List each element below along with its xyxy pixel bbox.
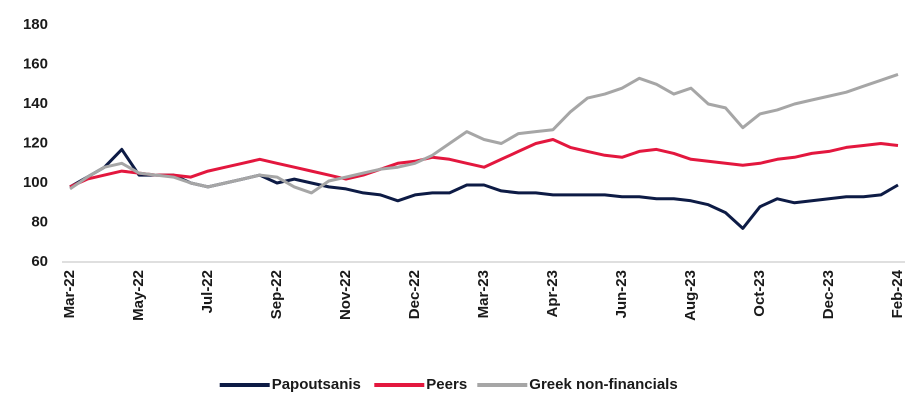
legend-label: Papoutsanis [272,376,361,393]
x-tick-label: Jul-22 [199,270,216,313]
y-tick-label: 60 [31,253,48,270]
y-tick-label: 160 [23,55,48,72]
x-tick-label: Oct-23 [751,270,768,317]
x-tick-label: Dec-22 [406,270,423,319]
x-tick-label: Mar-23 [475,270,492,318]
x-tick-label: Dec-23 [820,270,837,319]
legend-label: Peers [426,376,467,393]
x-tick-label: May-22 [130,270,147,321]
x-tick-label: Jun-23 [613,270,630,318]
x-tick-label: Feb-24 [889,269,906,318]
x-tick-label: Sep-22 [268,270,285,319]
x-tick-label: Mar-22 [61,270,78,318]
x-tick-label: Nov-22 [337,270,354,320]
x-tick-label: Aug-23 [682,270,699,321]
y-tick-label: 100 [23,174,48,191]
y-tick-label: 180 [23,16,48,33]
y-tick-label: 140 [23,95,48,112]
x-tick-label: Apr-23 [544,270,561,318]
legend-label: Greek non-financials [529,376,677,393]
y-tick-label: 80 [31,213,48,230]
series-line [69,138,899,189]
series-line [69,72,899,195]
y-tick-label: 120 [23,134,48,151]
